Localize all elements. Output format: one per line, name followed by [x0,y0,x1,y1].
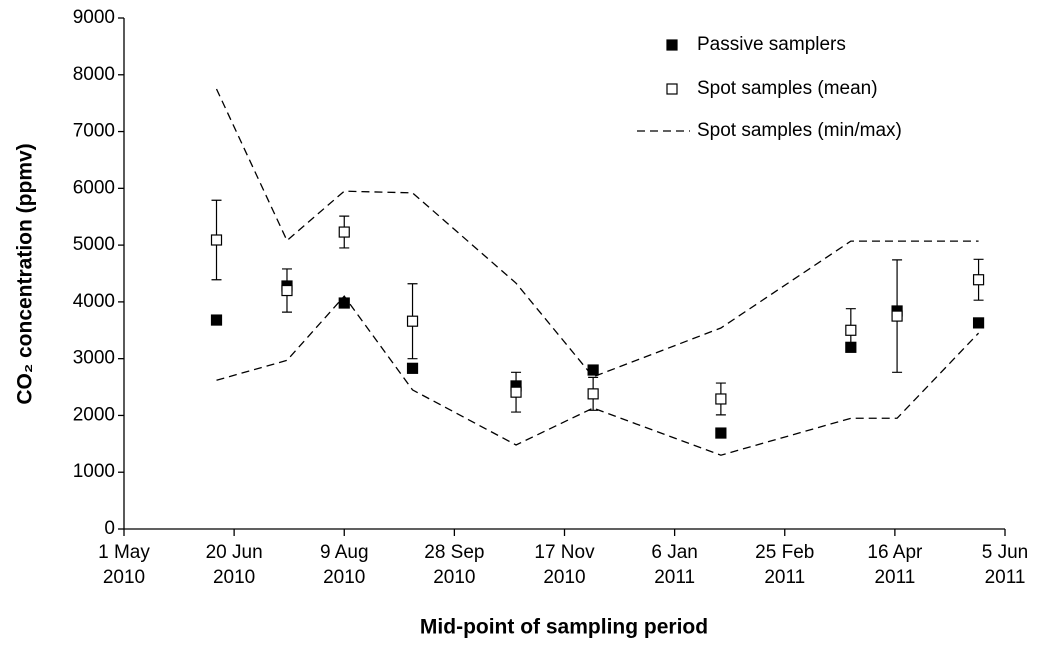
marker [891,310,903,322]
y-tick-label: 3000 [73,348,115,369]
marker [210,314,223,326]
marker [587,364,599,376]
y-tick-label: 1000 [73,461,115,482]
x-tick-label: 20 Jun 2010 [206,542,263,588]
marker [406,362,419,374]
x-tick-label: 28 Sep 2010 [424,542,484,588]
marker [972,274,985,286]
marker [845,324,857,336]
x-tick-label: 16 Apr 2011 [867,542,923,588]
marker [210,234,223,246]
legend-marker [666,83,678,95]
y-tick-label: 2000 [73,404,115,425]
x-tick-label: 6 Jan 2011 [651,542,697,588]
marker [338,297,350,309]
y-tick-label: 4000 [73,291,115,312]
legend-label: Spot samples (mean) [697,78,878,99]
x-tick-label: 25 Feb 2011 [755,542,814,588]
y-tick-label: 7000 [73,121,115,142]
y-tick-label: 5000 [73,234,115,255]
marker [715,393,727,405]
marker [715,427,727,439]
x-tick-label: 5 Jun 2011 [982,542,1028,588]
y-tick-label: 0 [104,518,115,539]
x-tick-label: 17 Nov 2010 [534,542,595,588]
legend-label: Passive samplers [697,34,846,55]
y-axis-title: CO₂ concentration (ppmv) [14,143,37,404]
marker [587,388,599,400]
marker [510,386,522,398]
legend-marker [666,39,678,51]
range-line [215,88,979,378]
y-tick-label: 6000 [73,177,115,198]
marker [972,317,985,329]
legend-label: Spot samples (min/max) [697,120,902,141]
range-line [216,295,980,456]
marker [281,284,293,297]
x-axis-title: Mid-point of sampling period [420,616,708,639]
x-tick-label: 9 Aug 2010 [320,542,369,588]
x-tick-label: 1 May 2010 [98,542,150,588]
marker [406,315,419,327]
y-tick-label: 8000 [73,64,115,85]
marker [338,226,350,238]
y-tick-label: 9000 [73,7,115,28]
